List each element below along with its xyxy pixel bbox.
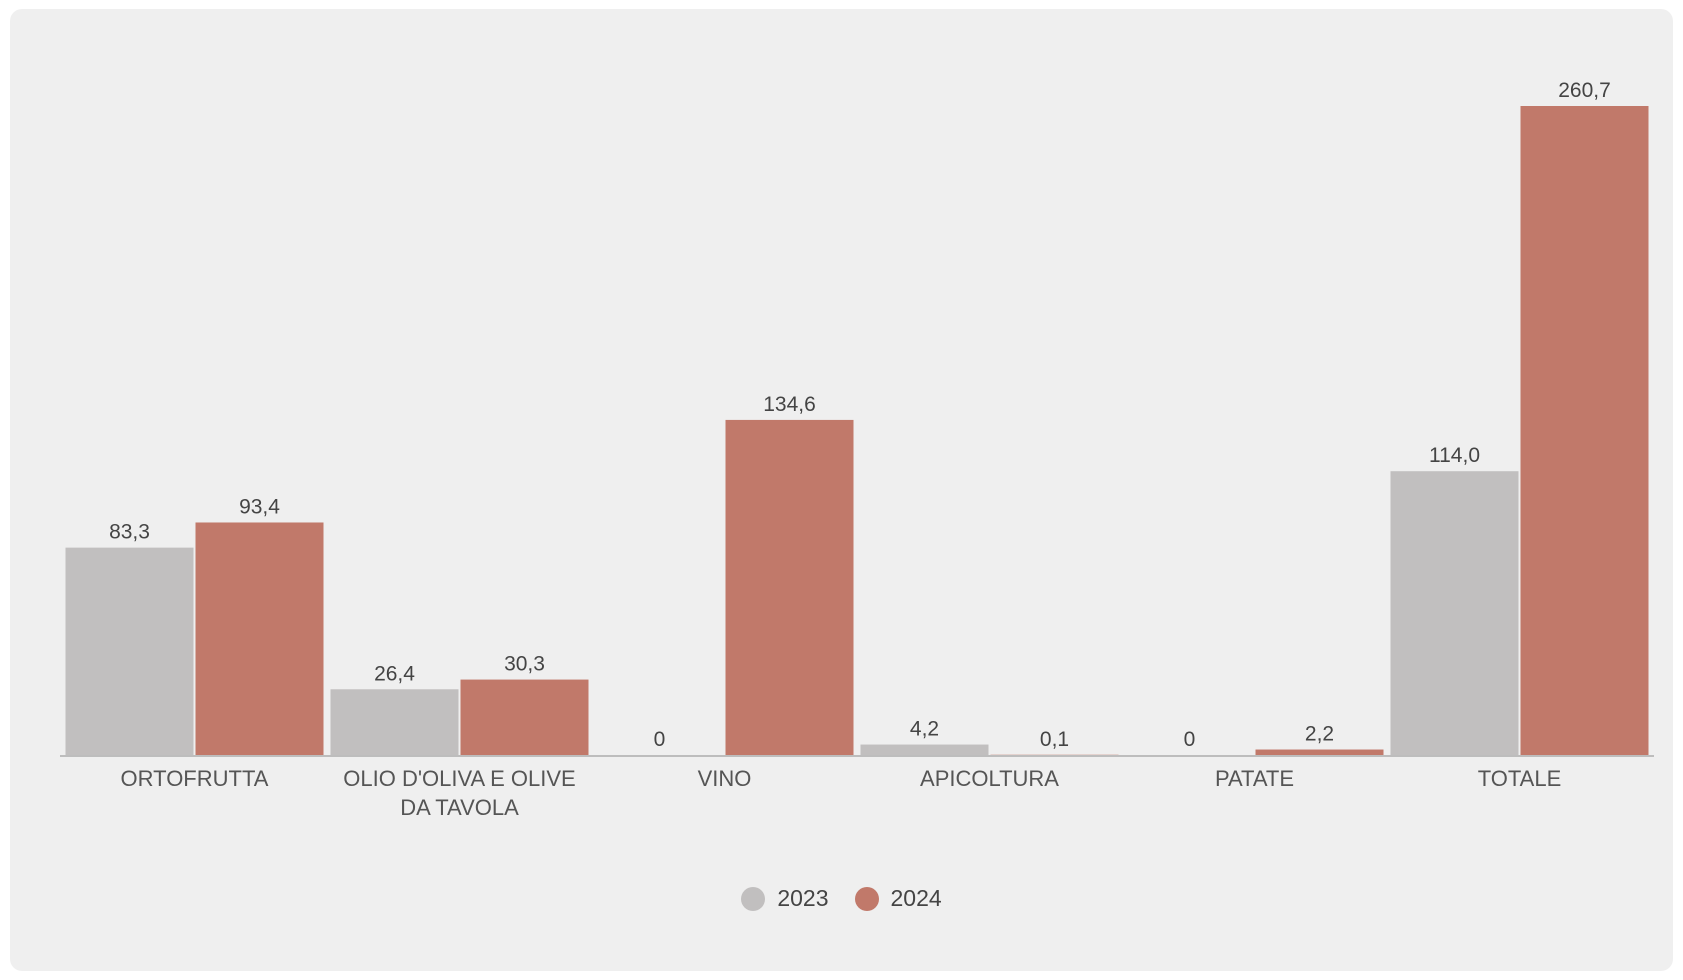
category-label-line: TOTALE	[1478, 766, 1562, 791]
legend-swatch-2024	[854, 886, 879, 911]
value-label-2024-0: 93,4	[239, 495, 280, 518]
value-label-2024-1: 30,3	[504, 653, 545, 676]
value-label-2023-2: 0	[654, 728, 666, 751]
bar-2024-5[interactable]	[1520, 106, 1649, 755]
legend-swatch-2023	[741, 886, 766, 911]
value-label-2024-2: 134,6	[763, 393, 816, 416]
value-label-2023-5: 114,0	[1429, 444, 1480, 467]
legend-label-2023: 2023	[777, 885, 829, 911]
legend-label-2024: 2024	[890, 885, 942, 911]
category-label-line: DA TAVOLA	[400, 795, 519, 820]
category-label-line: ORTOFRUTTA	[121, 766, 269, 791]
category-label-0: ORTOFRUTTA	[121, 766, 269, 791]
value-label-2023-1: 26,4	[374, 662, 415, 685]
category-label-line: APICOLTURA	[920, 766, 1059, 791]
category-label-4: PATATE	[1215, 766, 1294, 791]
value-label-2024-4: 2,2	[1305, 723, 1334, 746]
legend-item-2024[interactable]: 2024	[854, 885, 942, 912]
value-label-2023-0: 83,3	[109, 521, 150, 544]
bar-2024-0[interactable]	[195, 522, 324, 755]
value-label-2024-3: 0,1	[1040, 728, 1069, 751]
legend: 2023 2024	[0, 885, 1683, 912]
value-label-2024-5: 260,7	[1558, 79, 1611, 102]
category-label-line: VINO	[698, 766, 752, 791]
value-label-2023-3: 4,2	[910, 718, 939, 741]
bar-2024-1[interactable]	[460, 679, 589, 755]
category-label-3: APICOLTURA	[920, 766, 1059, 791]
bar-2024-4[interactable]	[1255, 749, 1384, 755]
bar-2023-3[interactable]	[860, 744, 989, 755]
category-label-line: PATATE	[1215, 766, 1294, 791]
category-label-1: OLIO D'OLIVA E OLIVE DA TAVOLA	[343, 766, 575, 820]
bar-2023-1[interactable]	[330, 689, 459, 755]
bar-2023-0[interactable]	[65, 547, 194, 755]
legend-item-2023[interactable]: 2023	[741, 885, 829, 912]
category-label-5: TOTALE	[1478, 766, 1562, 791]
bar-2024-2[interactable]	[725, 419, 854, 755]
value-label-2023-4: 0	[1184, 728, 1196, 751]
category-label-line: OLIO D'OLIVA E OLIVE	[343, 766, 575, 791]
category-label-2: VINO	[698, 766, 752, 791]
bar-2023-5[interactable]	[1390, 471, 1519, 755]
